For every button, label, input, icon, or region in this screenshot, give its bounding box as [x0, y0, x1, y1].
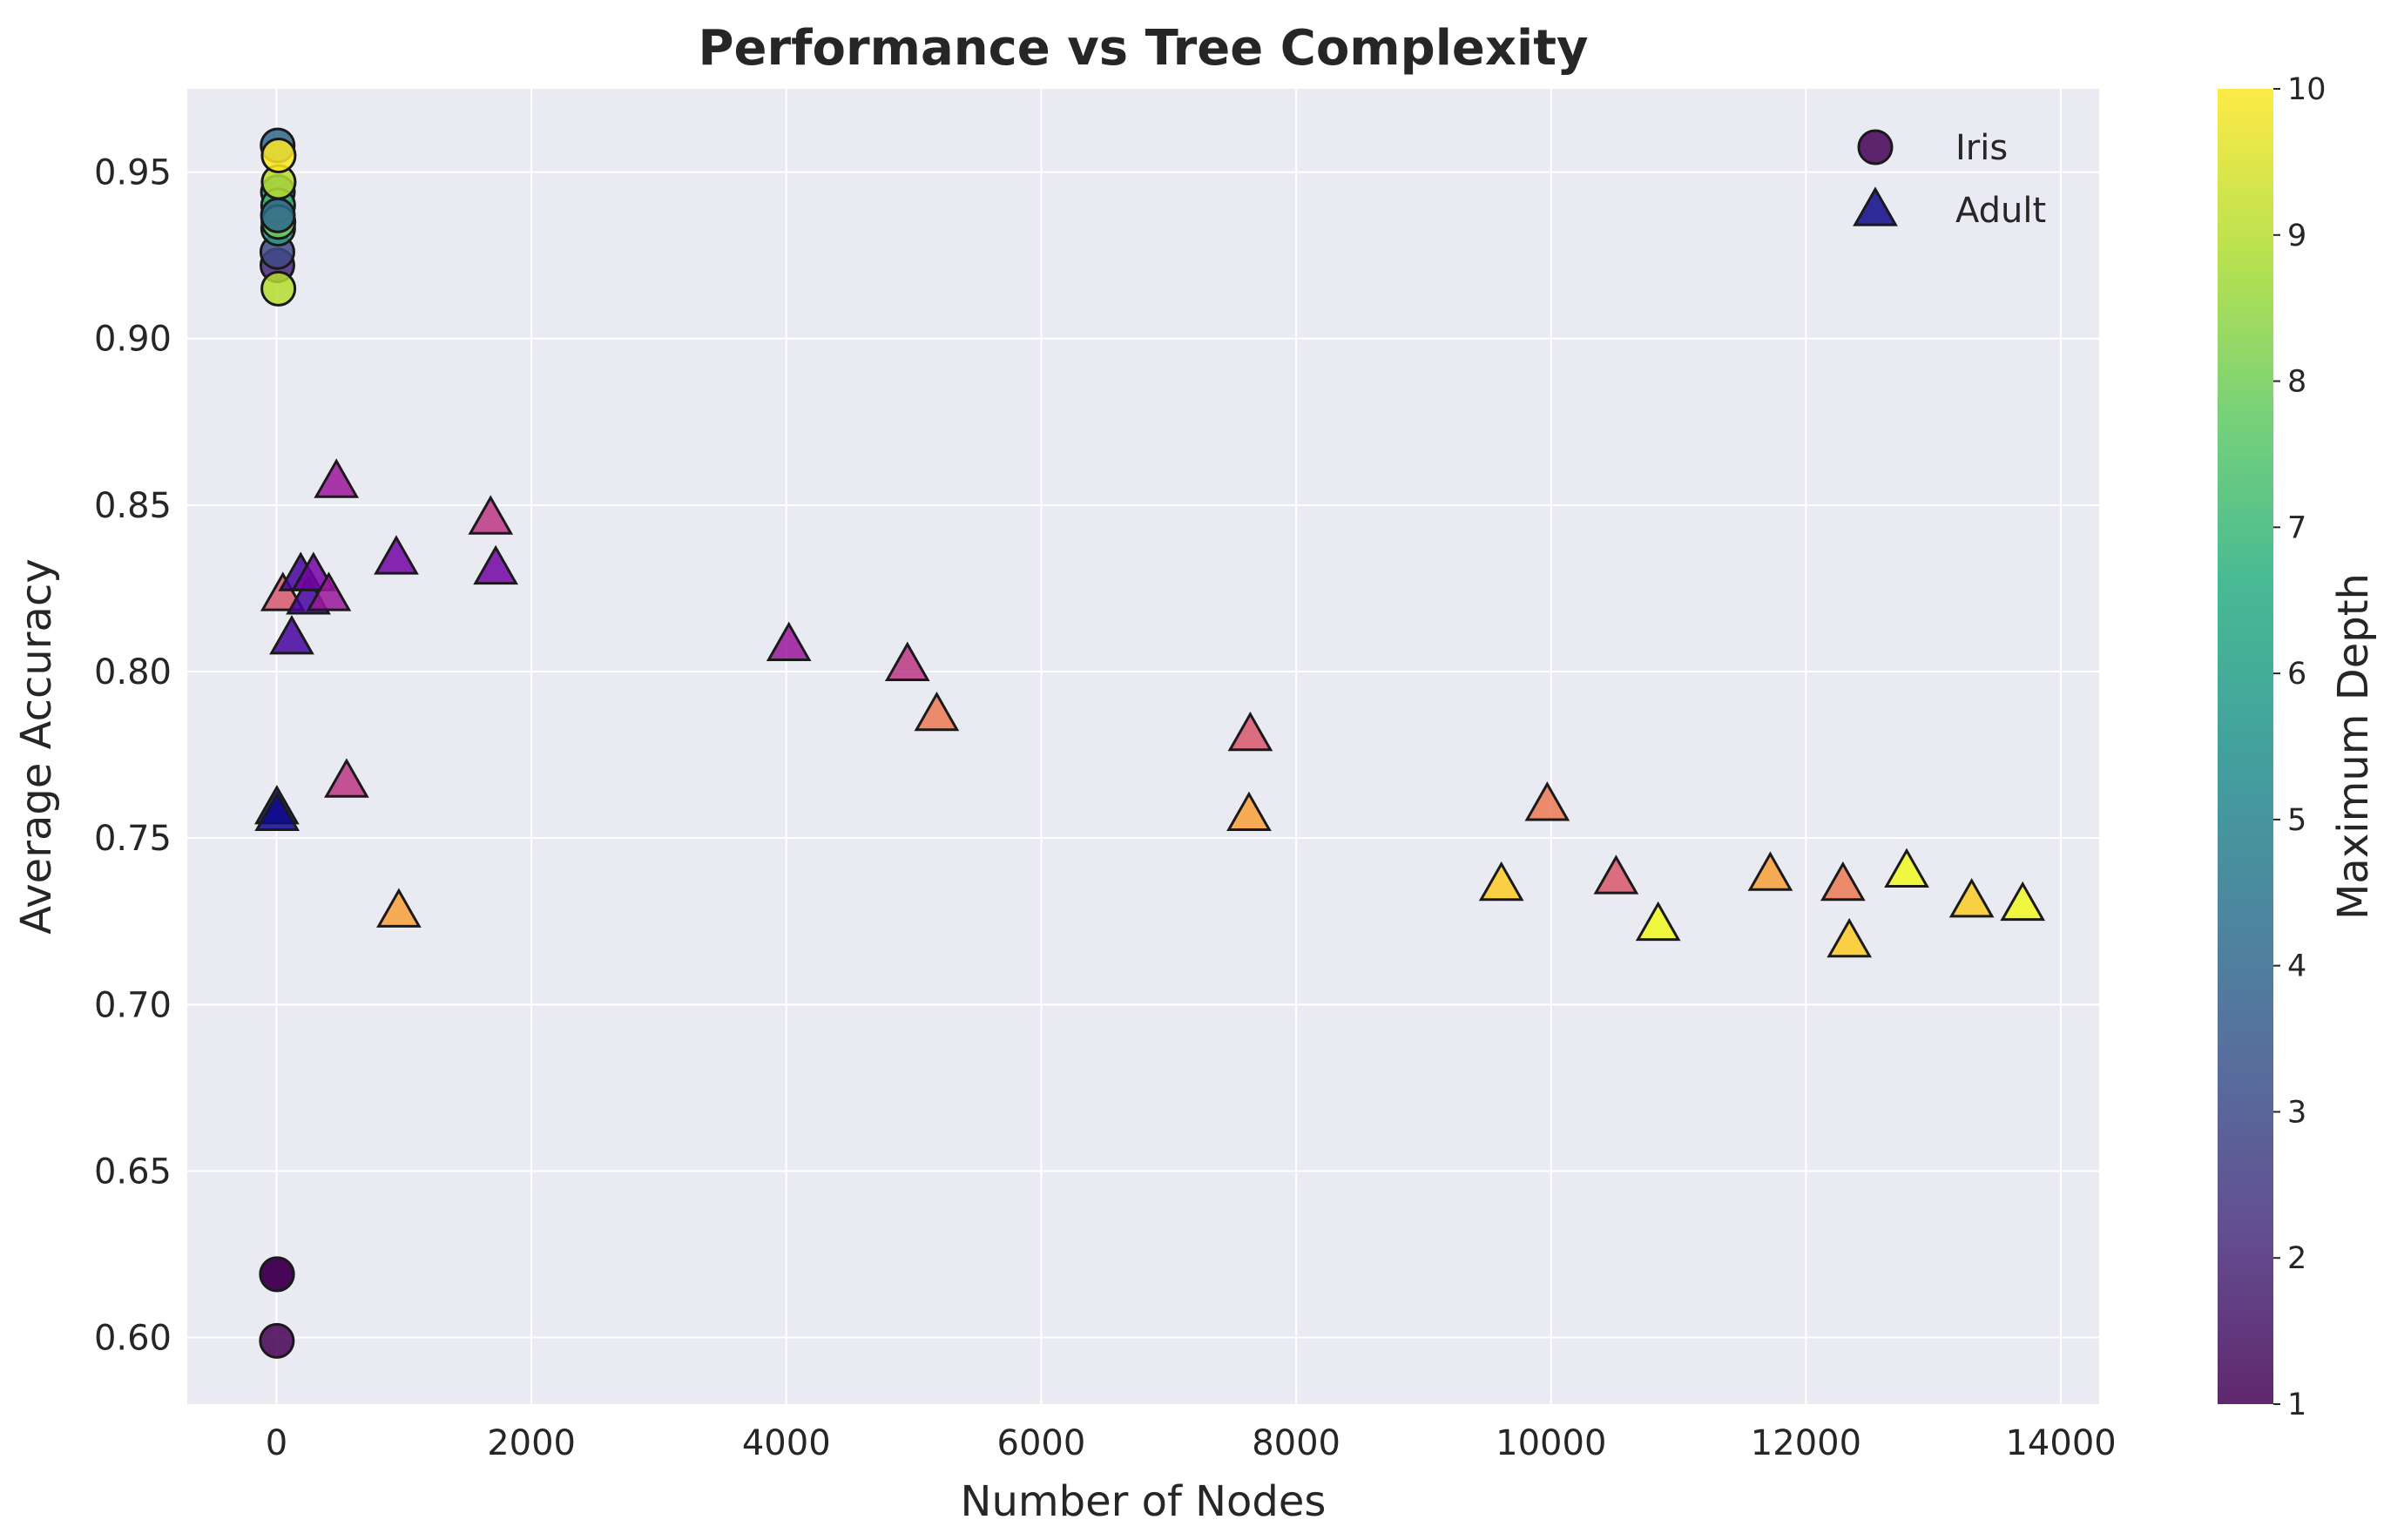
- data-point-adult: [269, 614, 314, 655]
- data-point-adult: [1635, 901, 1681, 942]
- legend: Iris Adult: [1853, 128, 2046, 231]
- data-point-adult: [473, 544, 518, 585]
- data-point-adult: [374, 535, 419, 575]
- data-point-adult: [1747, 851, 1793, 891]
- data-point-adult: [468, 495, 514, 535]
- y-tick-label: 0.60: [94, 1319, 172, 1359]
- colorbar-tick-label: 5: [2287, 803, 2306, 838]
- data-point-adult: [1227, 711, 1273, 752]
- x-tick-label: 10000: [1496, 1423, 1606, 1463]
- x-tick-label: 2000: [487, 1423, 576, 1463]
- data-point-adult: [884, 641, 930, 681]
- x-tick-label: 6000: [997, 1423, 1086, 1463]
- data-point-adult: [1884, 848, 1929, 888]
- y-tick-label: 0.70: [94, 985, 172, 1025]
- data-point-adult: [1827, 917, 1873, 958]
- x-axis-label: Number of Nodes: [961, 1477, 1327, 1526]
- data-point-adult: [1948, 877, 1995, 918]
- data-point-adult: [324, 758, 369, 798]
- data-point-iris: [260, 270, 297, 307]
- legend-marker-adult: [1853, 186, 1898, 226]
- colorbar-tick-label: 10: [2287, 72, 2326, 107]
- colorbar-tick-label: 3: [2287, 1095, 2306, 1130]
- colorbar-gradient: [2218, 89, 2273, 1404]
- data-point-adult: [2000, 881, 2046, 922]
- colorbar-tick-label: 6: [2287, 657, 2306, 692]
- data-point-adult: [254, 791, 300, 831]
- plot-area: [187, 89, 2099, 1404]
- colorbar: 1 2 3 4 5 6 7 8 9 10 Maximum Depth: [2218, 72, 2378, 1422]
- data-point-iris: [260, 197, 296, 233]
- grid-lines: [187, 89, 2099, 1404]
- colorbar-tick-label: 8: [2287, 365, 2306, 400]
- colorbar-ticks: 1 2 3 4 5 6 7 8 9 10: [2273, 72, 2326, 1422]
- data-point-adult: [1524, 781, 1570, 821]
- x-tick-label: 12000: [1751, 1423, 1861, 1463]
- data-point-adult: [260, 571, 306, 611]
- data-point-adult: [306, 571, 352, 611]
- data-point-adult: [1593, 854, 1639, 895]
- y-tick-label: 0.95: [94, 153, 172, 193]
- data-point-adult: [1478, 861, 1524, 902]
- data-point-adult: [314, 458, 360, 498]
- y-axis-label: Average Accuracy: [12, 558, 61, 935]
- colorbar-tick-label: 9: [2287, 219, 2306, 253]
- chart-title: Performance vs Tree Complexity: [699, 20, 1589, 77]
- data-point-iris: [260, 137, 297, 173]
- x-tick-label: 4000: [742, 1423, 831, 1463]
- data-point-adult: [1226, 791, 1272, 831]
- data-points: [254, 127, 2046, 1359]
- data-point-adult: [766, 621, 812, 662]
- data-point-iris: [259, 1256, 295, 1293]
- data-point-iris: [259, 1322, 295, 1359]
- colorbar-label: Maximum Depth: [2329, 573, 2378, 920]
- legend-label-iris: Iris: [1955, 128, 2008, 168]
- x-tick-label: 14000: [2005, 1423, 2116, 1463]
- y-tick-label: 0.90: [94, 320, 172, 360]
- y-axis-ticks: 0.60 0.65 0.70 0.75 0.80 0.85 0.90 0.95: [94, 153, 172, 1359]
- data-point-adult: [914, 691, 960, 732]
- legend-marker-iris: [1857, 129, 1894, 165]
- y-tick-label: 0.75: [94, 819, 172, 859]
- y-tick-label: 0.80: [94, 652, 172, 692]
- data-point-adult: [376, 888, 422, 928]
- colorbar-tick-label: 4: [2287, 949, 2306, 984]
- y-tick-label: 0.85: [94, 486, 172, 526]
- y-tick-label: 0.65: [94, 1152, 172, 1192]
- x-axis-ticks: 0 2000 4000 6000 8000 10000 12000 14000: [266, 1423, 2117, 1463]
- legend-label-adult: Adult: [1955, 191, 2046, 231]
- colorbar-tick-label: 1: [2287, 1388, 2306, 1422]
- data-point-adult: [1820, 861, 1866, 902]
- colorbar-tick-label: 2: [2287, 1241, 2306, 1276]
- x-tick-label: 0: [266, 1423, 287, 1463]
- x-tick-label: 8000: [1252, 1423, 1340, 1463]
- colorbar-tick-label: 7: [2287, 510, 2306, 545]
